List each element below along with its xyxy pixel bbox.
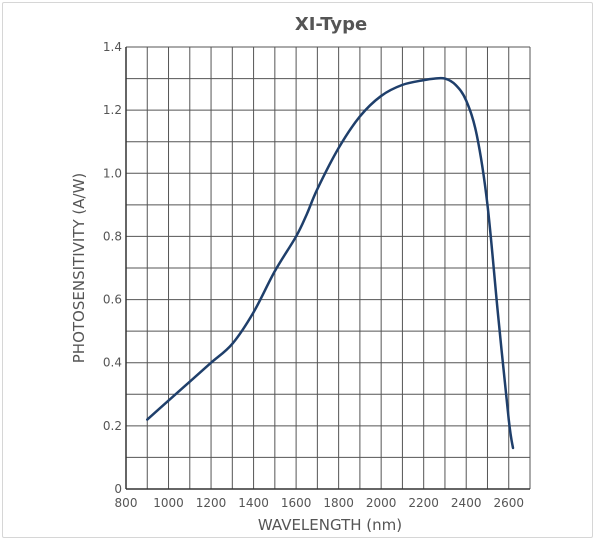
chart-title: XI-Type xyxy=(295,14,367,35)
x-tick-label: 2000 xyxy=(366,496,397,510)
y-axis-label: PHOTOSENSITIVITY (A/W) xyxy=(70,173,88,363)
y-tick-label: 0.4 xyxy=(103,356,122,370)
tick-labels: 800 1000 1200 1400 1600 1800 2000 2200 2400 2600 0… xyxy=(103,40,524,510)
x-tick-label: 2600 xyxy=(493,496,524,510)
y-tick-label: 0.6 xyxy=(103,293,122,307)
x-tick-label: 1200 xyxy=(196,496,227,510)
photosensitivity-series-line xyxy=(146,76,515,450)
y-tick-label: 0.8 xyxy=(103,229,122,243)
x-tick-label: 1400 xyxy=(238,496,269,510)
x-tick-label: 2400 xyxy=(451,496,482,510)
x-tick-label: 2200 xyxy=(408,496,439,510)
x-tick-label: 800 xyxy=(115,496,138,510)
x-axis-label: WAVELENGTH (nm) xyxy=(258,516,402,534)
x-tick-label: 1800 xyxy=(323,496,354,510)
y-tick-label: 1.0 xyxy=(103,166,122,180)
x-tick-label: 1000 xyxy=(153,496,184,510)
grid xyxy=(125,46,531,490)
y-tick-label: 1.2 xyxy=(103,103,122,117)
y-tick-label: 1.4 xyxy=(103,40,122,54)
y-tick-label: 0 xyxy=(114,482,122,496)
y-tick-label: 0.2 xyxy=(103,419,122,433)
x-tick-label: 1600 xyxy=(281,496,312,510)
